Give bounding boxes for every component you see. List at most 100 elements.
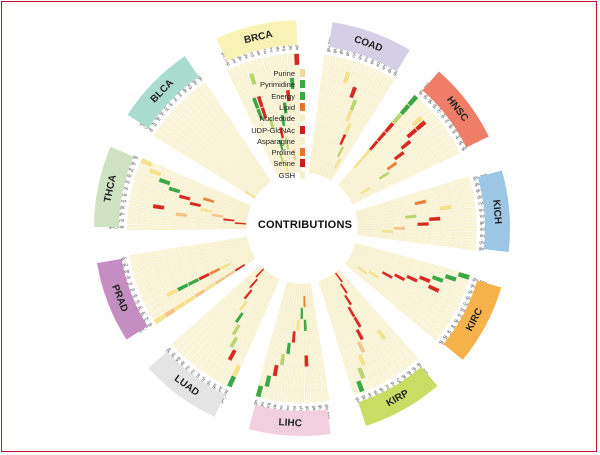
empty-cell (455, 277, 469, 286)
heat-cell-kirc (457, 271, 471, 281)
column-label: glc (120, 204, 126, 210)
empty-cell (440, 309, 454, 320)
empty-cell (296, 160, 300, 173)
empty-cell (344, 334, 352, 347)
heat-cell-lihc (296, 319, 300, 332)
empty-cell (348, 111, 357, 125)
sector-band-luad (148, 351, 226, 417)
empty-cell (185, 349, 197, 362)
empty-cell (315, 162, 320, 175)
empty-cell (412, 258, 425, 266)
empty-cell (316, 389, 323, 402)
column-label: arg (380, 62, 388, 70)
empty-cell (146, 272, 160, 282)
empty-cell (343, 280, 353, 291)
empty-cell (335, 159, 344, 171)
empty-cell (174, 123, 187, 135)
empty-cell (168, 111, 181, 123)
empty-cell (198, 99, 210, 112)
empty-cell (156, 264, 169, 273)
empty-cell (204, 143, 217, 154)
empty-cell (253, 295, 263, 308)
empty-cell (167, 132, 180, 144)
column-label: arg (454, 132, 462, 140)
empty-cell (261, 94, 269, 107)
empty-cell (420, 149, 434, 160)
empty-cell (326, 141, 333, 153)
empty-cell (226, 174, 238, 184)
empty-cell (332, 313, 340, 326)
empty-cell (434, 265, 448, 273)
empty-cell (282, 126, 288, 139)
empty-cell (351, 61, 361, 75)
empty-cell (244, 61, 254, 75)
empty-cell (252, 181, 262, 191)
empty-cell (390, 299, 402, 310)
column-label: gln (479, 246, 486, 252)
empty-cell (351, 252, 363, 260)
empty-cell (192, 138, 205, 150)
empty-cell (277, 164, 284, 176)
empty-cell (203, 193, 216, 201)
empty-cell (400, 285, 412, 295)
empty-cell (355, 300, 365, 312)
column-label: gln (461, 144, 469, 151)
empty-cell (248, 184, 260, 194)
empty-cell (398, 158, 411, 168)
empty-cell (400, 255, 413, 263)
empty-cell (225, 245, 238, 252)
empty-cell (128, 206, 141, 213)
empty-cell (411, 98, 424, 111)
empty-cell (163, 215, 176, 221)
empty-cell (381, 223, 394, 227)
empty-cell (413, 194, 426, 202)
empty-cell (357, 231, 370, 235)
empty-cell (214, 251, 227, 258)
heat-cell-kich (428, 216, 441, 222)
empty-cell (153, 131, 167, 142)
empty-cell (464, 226, 477, 232)
column-label: gln (139, 310, 147, 317)
empty-cell (267, 363, 274, 376)
empty-cell (313, 161, 318, 174)
empty-cell (268, 276, 276, 288)
empty-cell (195, 181, 208, 190)
empty-cell (426, 328, 440, 341)
column-label: gln (312, 405, 317, 412)
empty-cell (410, 291, 423, 302)
empty-cell (235, 132, 245, 144)
heat-cell-thca (211, 213, 224, 218)
empty-cell (397, 357, 409, 370)
empty-cell (164, 116, 177, 128)
empty-cell (304, 283, 308, 296)
empty-cell (310, 390, 317, 403)
column-label: glnc (379, 386, 387, 395)
empty-cell (336, 119, 345, 132)
empty-cell (230, 151, 241, 162)
empty-cell (201, 200, 214, 207)
column-label: ade (180, 85, 189, 94)
empty-cell (358, 90, 368, 103)
empty-cell (284, 354, 290, 367)
empty-cell (402, 202, 415, 208)
empty-cell (143, 184, 157, 193)
empty-cell (354, 177, 365, 187)
empty-cell (340, 58, 349, 71)
empty-cell (293, 366, 299, 379)
heat-cell-kich (393, 226, 406, 231)
empty-cell (382, 367, 393, 380)
empty-cell (223, 318, 235, 331)
empty-cell (189, 142, 202, 154)
column-label: gln (476, 187, 483, 193)
empty-cell (350, 173, 362, 183)
row-swatch (300, 80, 305, 89)
empty-cell (227, 250, 239, 257)
empty-cell (347, 169, 358, 180)
empty-cell (222, 142, 234, 154)
empty-cell (334, 56, 343, 70)
empty-cell (293, 160, 298, 173)
empty-cell (430, 303, 443, 314)
empty-cell (322, 279, 329, 291)
empty-cell (211, 210, 224, 215)
heat-cell-brca (284, 137, 290, 150)
